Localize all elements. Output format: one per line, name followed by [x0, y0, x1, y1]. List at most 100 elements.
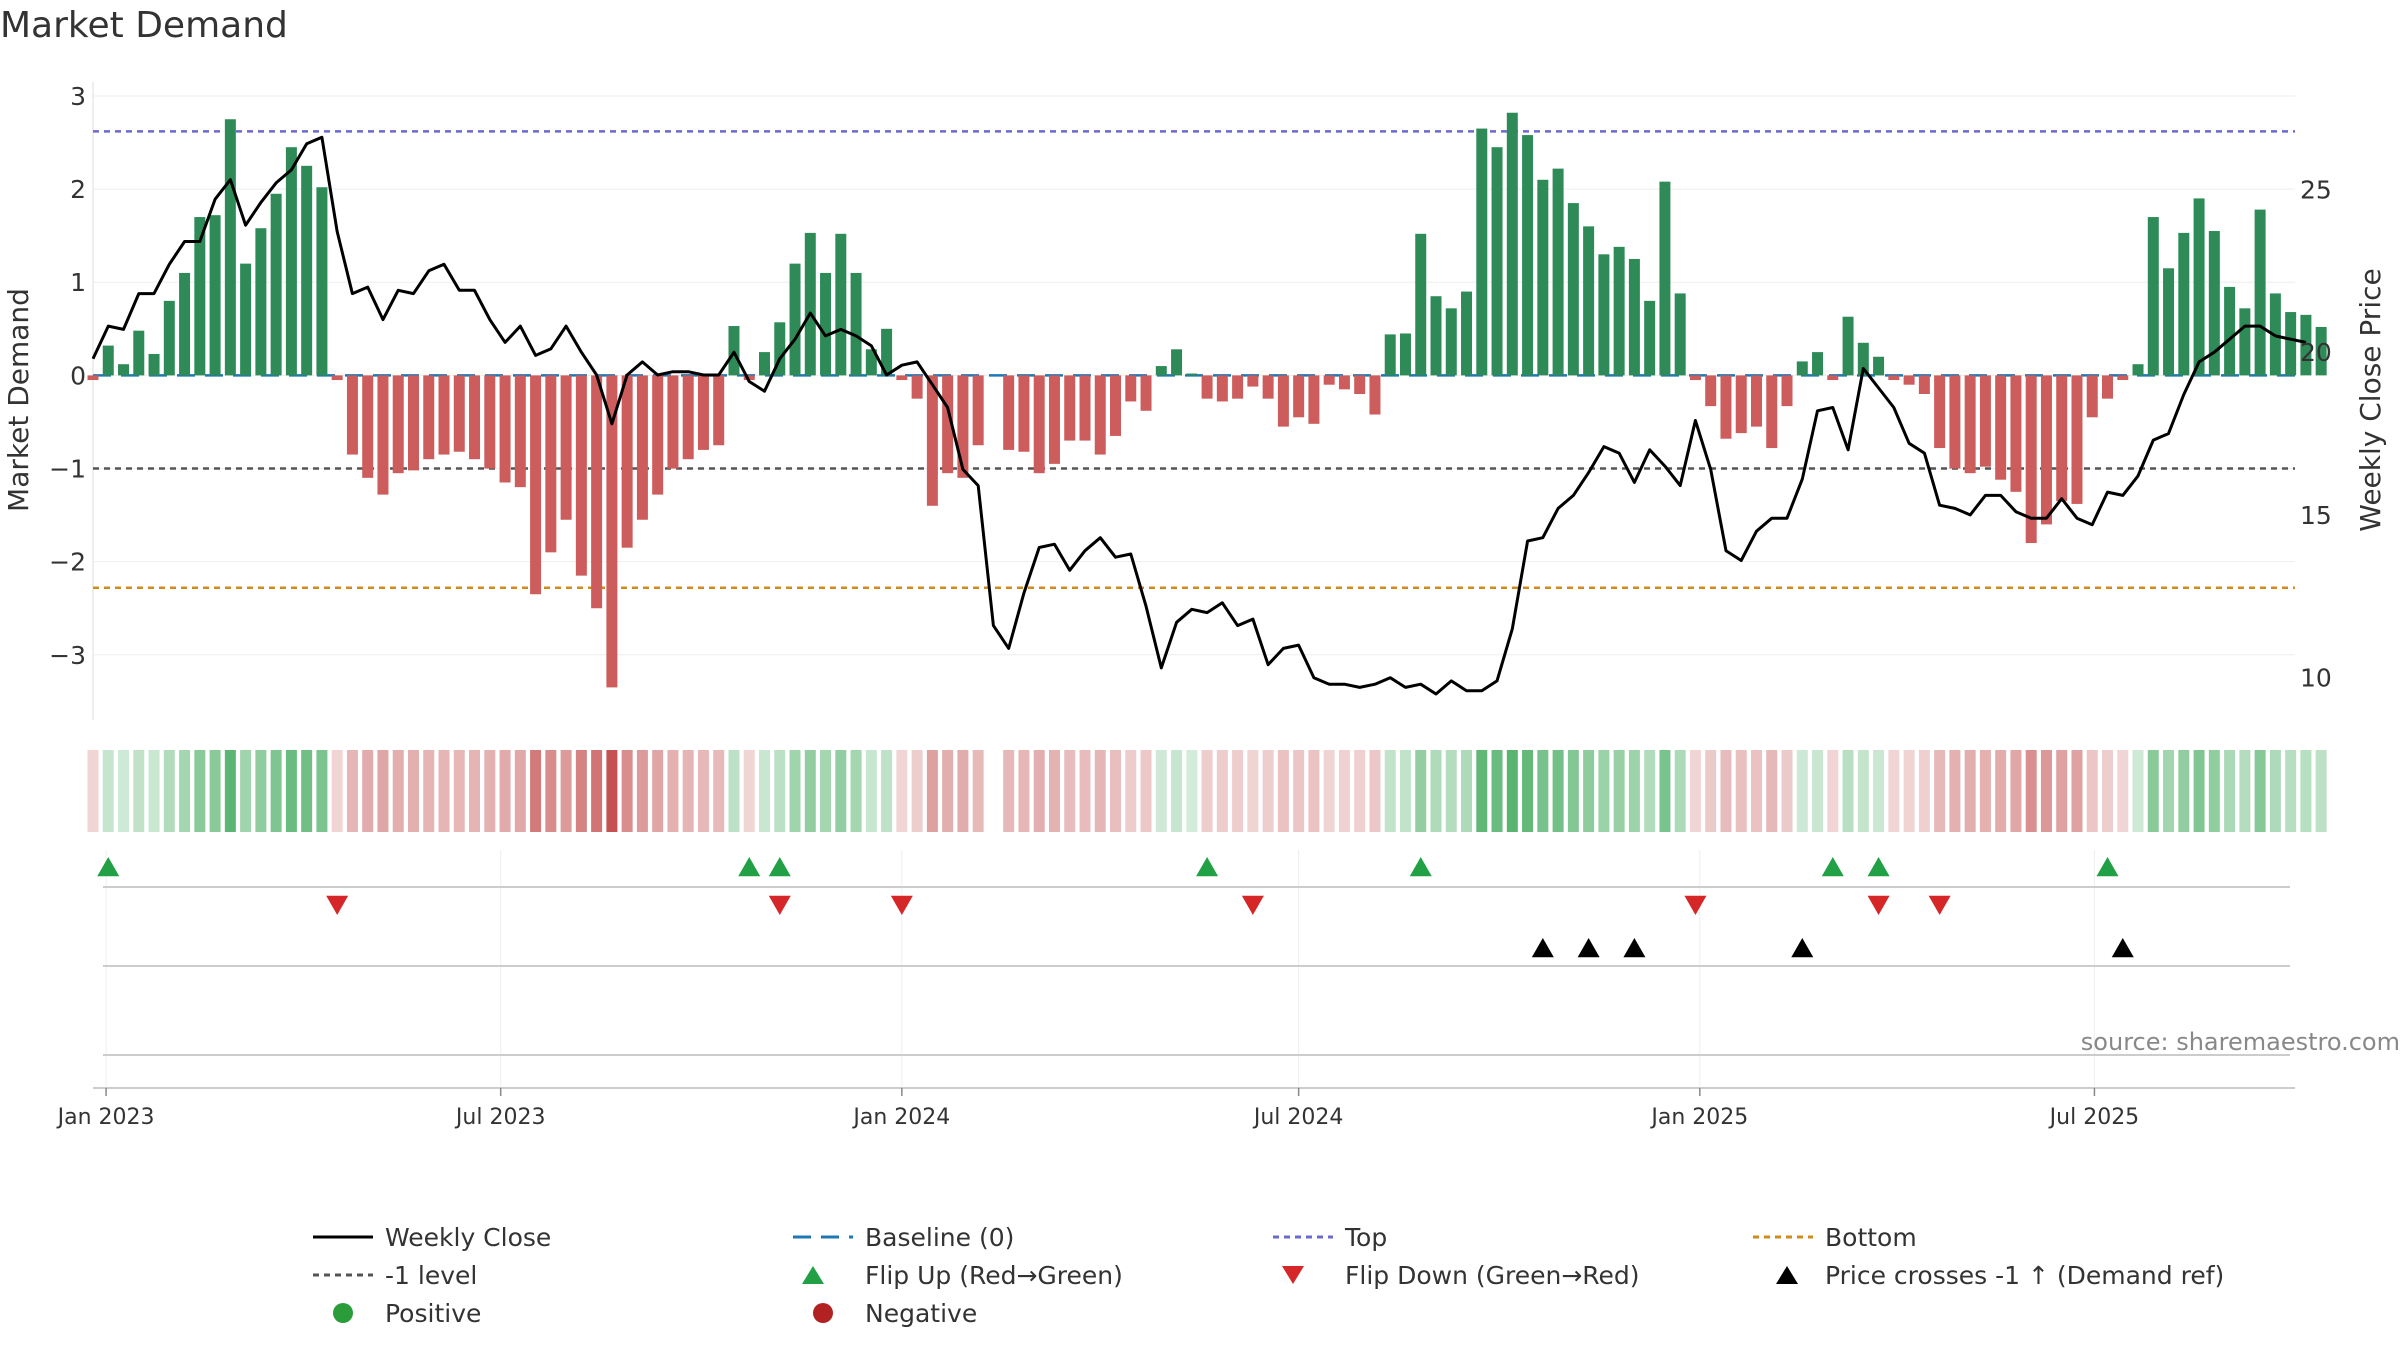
demand-bar	[285, 147, 297, 376]
strip-cell	[606, 750, 618, 832]
strip-cell	[285, 750, 297, 832]
demand-bar	[972, 375, 984, 446]
y-tick-label: 1	[70, 268, 86, 297]
strip-cell	[1995, 750, 2007, 832]
demand-bar	[1461, 291, 1473, 376]
demand-bar	[1689, 375, 1701, 381]
strip-cell	[87, 750, 99, 832]
demand-bar	[2025, 375, 2037, 544]
strip-cell	[2224, 750, 2236, 832]
demand-bar	[1796, 361, 1808, 376]
demand-bar	[759, 352, 770, 376]
strip-cell	[240, 750, 252, 832]
demand-bar	[2285, 312, 2297, 376]
strip-cell	[1628, 750, 1640, 832]
strip-cell	[1644, 750, 1656, 832]
strip-cell	[743, 750, 755, 832]
y-tick-label: 2	[70, 175, 86, 204]
strip-cell	[1033, 750, 1045, 832]
strip-cell	[1705, 750, 1717, 832]
strip-cell	[118, 750, 130, 832]
y2-tick-label: 20	[2300, 338, 2332, 367]
demand-bar	[2163, 268, 2175, 376]
demand-bar	[850, 272, 862, 376]
flip-down-marker	[326, 895, 349, 915]
demand-bar	[789, 263, 801, 376]
strip-cell	[1125, 750, 1137, 832]
demand-bar	[1659, 181, 1671, 376]
strip-cell	[682, 750, 694, 832]
demand-bar	[1995, 375, 2007, 480]
demand-bar	[1415, 233, 1427, 376]
strip-cell	[438, 750, 450, 832]
demand-bar	[484, 375, 496, 469]
demand-bar	[499, 375, 511, 483]
demand-bar	[1705, 375, 1717, 407]
demand-bar	[407, 375, 419, 471]
strip-cell	[1918, 750, 1930, 832]
strip-cell	[1323, 750, 1335, 832]
demand-bar	[1232, 375, 1244, 399]
demand-bar	[148, 353, 160, 376]
demand-bar	[1003, 375, 1015, 450]
demand-bar	[1399, 333, 1411, 376]
demand-bar	[1293, 375, 1305, 418]
strip-cell	[453, 750, 465, 832]
strip-cell	[789, 750, 801, 832]
demand-bar	[133, 330, 145, 376]
demand-bar	[621, 375, 633, 548]
strip-cell	[1842, 750, 1854, 832]
strip-cell	[1491, 750, 1503, 832]
strip-cell	[514, 750, 526, 832]
legend-flip-up: Flip Up (Red→Green)	[802, 1261, 1123, 1290]
strip-cell	[1079, 750, 1091, 832]
demand-bar	[1094, 375, 1106, 455]
demand-bar	[163, 300, 175, 376]
demand-bar	[1384, 334, 1396, 376]
demand-bar	[1522, 135, 1534, 376]
strip-cell	[1354, 750, 1366, 832]
strip-cell	[270, 750, 282, 832]
strip-cell	[667, 750, 679, 832]
y2-tick-label: 10	[2300, 664, 2332, 693]
demand-bar	[1048, 375, 1060, 464]
strip-cell	[865, 750, 877, 832]
x-tick-label: Jan 2024	[851, 1105, 950, 1130]
demand-bar	[2147, 217, 2159, 376]
strip-cell	[1201, 750, 1213, 832]
strip-cell	[179, 750, 191, 832]
strip-cell	[2178, 750, 2190, 832]
strip-cell	[392, 750, 404, 832]
y-tick-label: 0	[70, 361, 86, 390]
y-tick-label: 3	[70, 82, 86, 111]
demand-bar	[392, 375, 404, 474]
strip-cell	[2193, 750, 2205, 832]
strip-cell	[1888, 750, 1900, 832]
demand-bar	[1033, 375, 1045, 474]
demand-bar	[1491, 147, 1503, 376]
flip-down-marker	[1867, 895, 1890, 915]
svg-text:Negative: Negative	[865, 1299, 977, 1328]
left-axis-ticks: 3 2 1 0 −1 −2 −3	[49, 82, 86, 670]
source-label: source: sharemaestro.com	[2081, 1028, 2400, 1056]
demand-bar	[240, 263, 252, 376]
demand-bar	[1567, 203, 1579, 376]
strip-cell	[697, 750, 709, 832]
flip-up-marker	[768, 857, 791, 877]
demand-bar	[224, 119, 236, 376]
strip-cell	[1094, 750, 1106, 832]
strip-cell	[942, 750, 954, 832]
demand-bar	[2071, 375, 2083, 504]
svg-text:Price crosses -1 ↑ (Demand ref: Price crosses -1 ↑ (Demand ref)	[1825, 1261, 2224, 1290]
strip-cell	[2269, 750, 2281, 832]
strip-cell	[1399, 750, 1411, 832]
strip-cell	[377, 750, 389, 832]
demand-bar	[194, 217, 206, 376]
svg-text:Baseline (0): Baseline (0)	[865, 1223, 1014, 1252]
y-tick-label: −3	[49, 641, 86, 670]
svg-text:-1 level: -1 level	[385, 1261, 477, 1290]
demand-bar	[1842, 316, 1854, 376]
demand-bar	[1812, 352, 1824, 376]
demand-bar	[652, 375, 664, 495]
x-tick-label: Jan 2025	[1649, 1105, 1748, 1130]
